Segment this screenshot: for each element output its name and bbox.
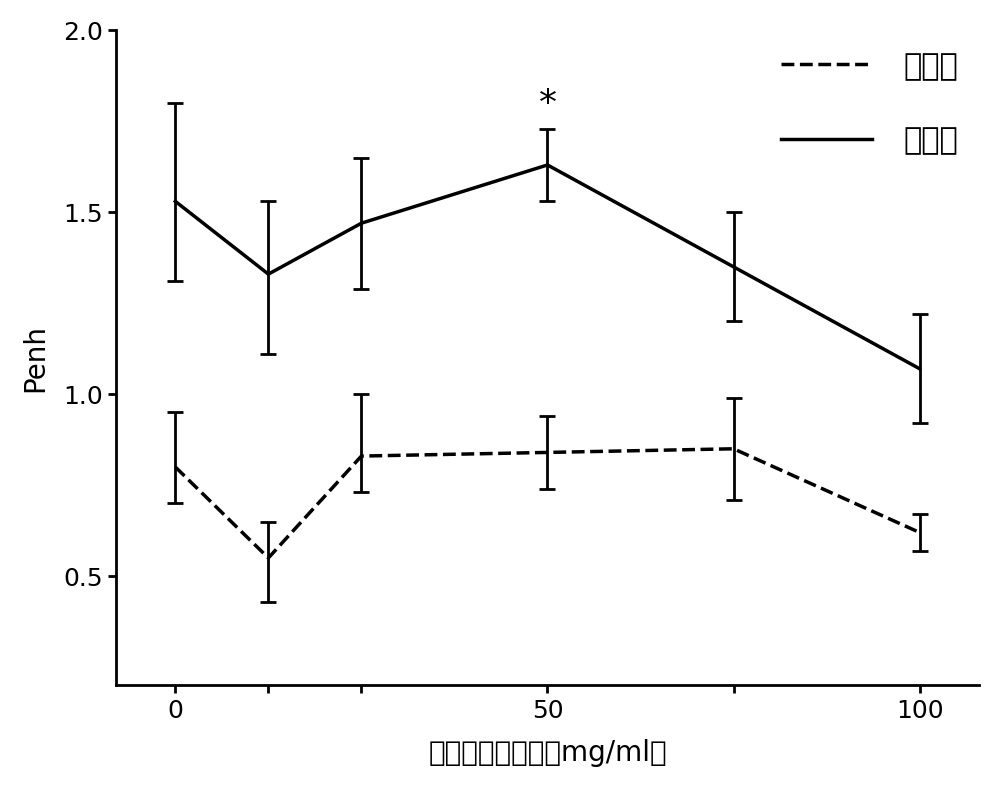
Y-axis label: Penh: Penh — [21, 324, 49, 392]
X-axis label: 渴化乙酰甲胆碱（mg/ml）: 渴化乙酰甲胆碱（mg/ml） — [428, 739, 667, 768]
Text: *: * — [538, 87, 556, 121]
Legend: 造模前, 造模后: 造模前, 造模后 — [769, 39, 970, 168]
